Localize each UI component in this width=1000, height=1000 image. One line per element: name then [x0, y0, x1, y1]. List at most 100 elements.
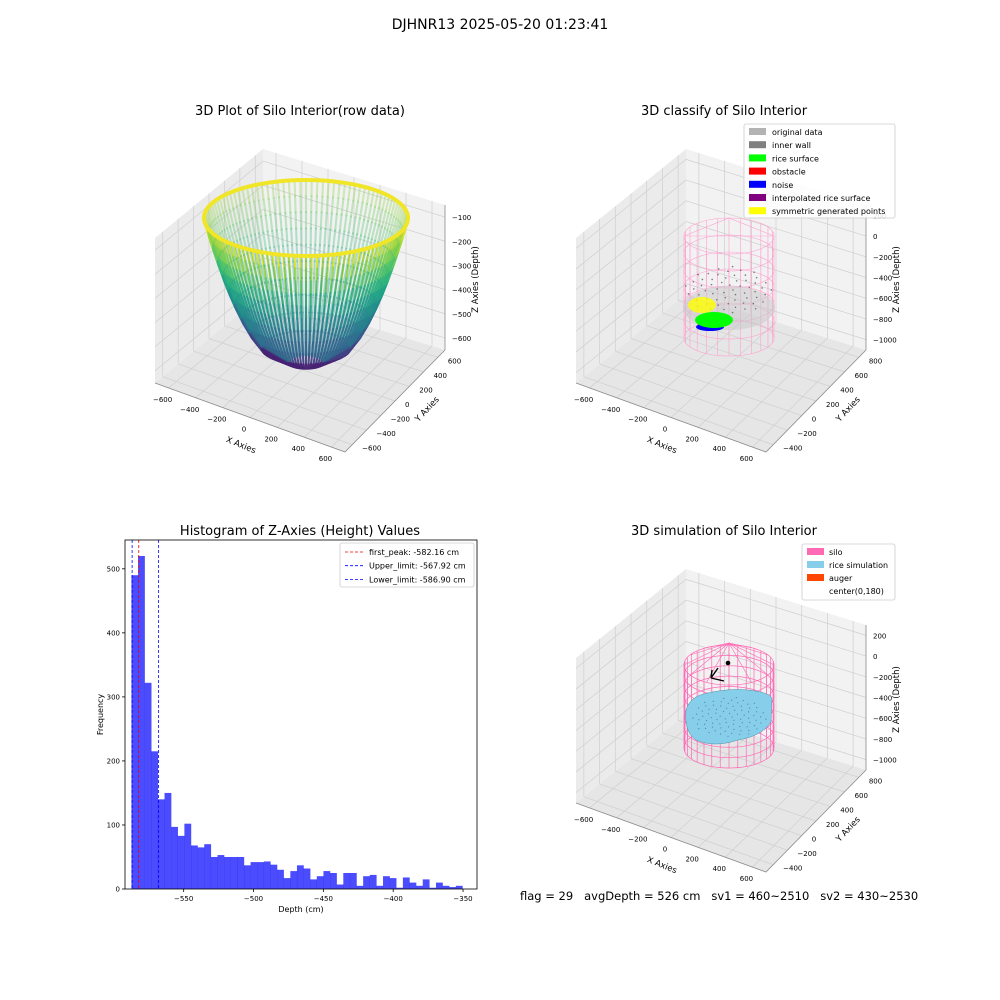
- cls-inner-wall-point: [711, 278, 713, 281]
- hist-bar: [243, 865, 251, 889]
- hist-bar: [303, 868, 311, 889]
- raw-point-line: [319, 279, 323, 295]
- cls-legend-label: noise: [772, 181, 793, 190]
- sim-x-tick: −600: [574, 816, 593, 824]
- raw-point-line: [376, 262, 384, 281]
- raw-point-line: [264, 301, 270, 317]
- raw-point-line: [390, 217, 398, 235]
- raw-point-line: [370, 277, 379, 296]
- sim-grid-y: [599, 783, 788, 851]
- raw-point-line: [287, 340, 292, 355]
- sim-rice-point: [719, 723, 721, 725]
- raw-point-line: [346, 265, 352, 284]
- raw-point-line: [275, 334, 296, 359]
- raw-point-line: [346, 312, 352, 328]
- raw-point-line: [349, 287, 355, 303]
- hist-bar: [389, 878, 397, 889]
- raw-point-line: [256, 266, 263, 285]
- sim-grid-z: [685, 620, 867, 678]
- raw-point-line: [297, 341, 301, 355]
- raw-point-line: [293, 277, 297, 297]
- raw-point-line: [352, 183, 357, 202]
- raw-x-tick: 400: [292, 445, 305, 453]
- raw-point-line: [367, 302, 375, 319]
- raw-point-line: [239, 258, 245, 274]
- raw-point-line: [232, 259, 240, 278]
- raw-point-line: [377, 276, 385, 292]
- raw-point-line: [324, 313, 332, 334]
- raw-point-line: [225, 210, 232, 228]
- raw-point-line: [353, 286, 359, 302]
- raw-point-line: [295, 352, 300, 366]
- cls-grid-z: [685, 221, 867, 278]
- raw-point-line: [259, 320, 271, 340]
- panel-title-simulation: 3D simulation of Silo Interior: [631, 524, 817, 539]
- sim-rice-point: [719, 715, 721, 717]
- raw-point-line: [223, 269, 231, 287]
- raw-point-line: [252, 262, 258, 278]
- raw-point-line: [332, 262, 337, 281]
- raw-point-line: [242, 312, 253, 330]
- raw-point-line: [240, 255, 247, 274]
- raw-point-line: [232, 267, 239, 283]
- raw-point-line: [367, 297, 377, 315]
- raw-point-line: [244, 289, 253, 308]
- raw-point-line: [335, 262, 341, 282]
- raw-point-line: [312, 352, 317, 366]
- raw-point-line: [376, 265, 384, 282]
- raw-point-line: [289, 352, 295, 365]
- raw-point-line: [338, 213, 343, 232]
- raw-point-line: [319, 336, 344, 360]
- raw-point-line: [391, 238, 398, 255]
- raw-point-line: [309, 330, 320, 357]
- raw-point-line: [257, 323, 265, 338]
- sim-rice-point: [720, 705, 722, 707]
- raw-point-line: [356, 285, 363, 301]
- sim-rice-point: [697, 707, 700, 709]
- raw-point-line: [392, 241, 400, 259]
- raw-point-line: [315, 277, 319, 297]
- raw-point-line: [259, 300, 268, 320]
- raw-point-line: [383, 249, 391, 267]
- raw-point-line: [299, 330, 306, 357]
- raw-point-line: [290, 330, 302, 357]
- hist-bar: [323, 871, 331, 889]
- raw-point-line: [267, 280, 273, 300]
- raw-point-line: [272, 196, 277, 216]
- cls-y-label: Y Axies: [834, 395, 863, 425]
- raw-point-line: [368, 300, 378, 318]
- sim-legend-label: auger: [829, 574, 853, 583]
- raw-point-line: [211, 243, 219, 261]
- raw-point-line: [284, 279, 288, 295]
- sim-rice-point: [708, 731, 710, 734]
- raw-point-line: [232, 190, 238, 208]
- sim-rice-point: [739, 733, 741, 735]
- raw-point-line: [253, 324, 266, 343]
- raw-point-line: [294, 267, 297, 283]
- raw-point-line: [232, 279, 240, 295]
- raw-point-line: [353, 250, 359, 269]
- raw-point-line: [246, 288, 255, 307]
- raw-point-line: [225, 274, 233, 291]
- raw-point-line: [330, 349, 340, 363]
- hist-plot-area: [125, 540, 477, 889]
- raw-point-line: [312, 329, 316, 344]
- raw-point-line: [314, 352, 320, 365]
- sim-rice-point: [740, 718, 742, 720]
- cls-inner-wall-point: [700, 284, 703, 287]
- raw-point-line: [318, 227, 322, 247]
- raw-point-line: [241, 316, 252, 334]
- raw-point-line: [221, 274, 230, 292]
- hist-bar: [383, 876, 390, 889]
- raw-point-line: [279, 261, 284, 281]
- sim-x-tick: 200: [685, 855, 698, 863]
- hist-y-tick: 300: [107, 693, 120, 701]
- sim-rice-point: [715, 708, 717, 710]
- raw-point-line: [316, 334, 337, 359]
- raw-point-line: [275, 229, 280, 248]
- raw-point-line: [332, 291, 337, 306]
- raw-point-line: [257, 287, 263, 303]
- sim-legend-label: rice simulation: [829, 561, 888, 570]
- cls-inner-wall-point: [717, 268, 720, 270]
- classify-3d-plot: −600−400−2000200400600−400−2000200400600…: [574, 123, 902, 463]
